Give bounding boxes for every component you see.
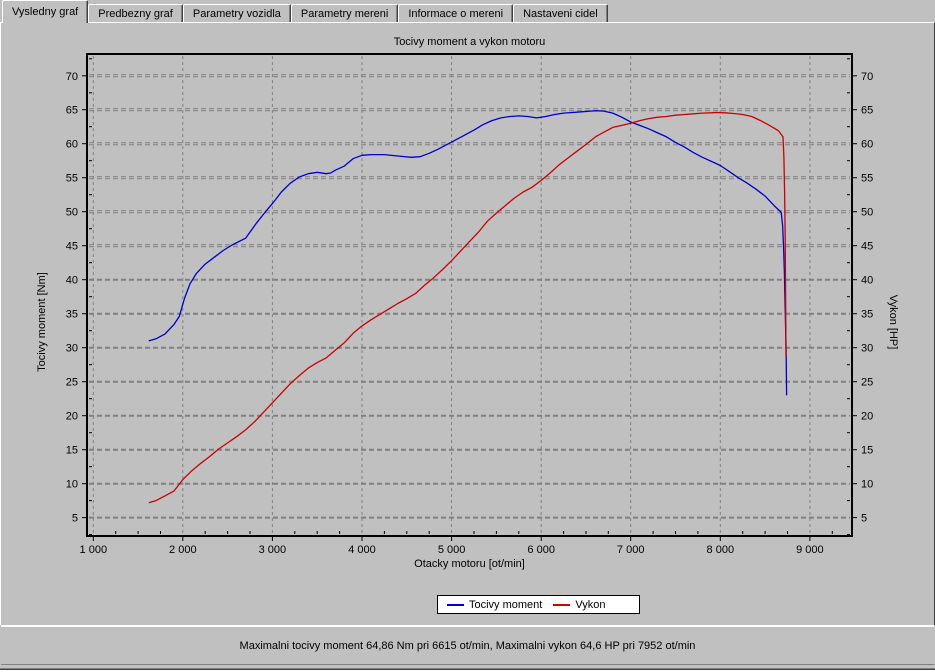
tab-label: Nastaveni cidel bbox=[523, 8, 598, 20]
legend-line-power-icon bbox=[553, 603, 571, 606]
tab-predbezny-graf[interactable]: Predbezny graf bbox=[88, 4, 183, 22]
x-axis-label: Otacky motoru [ot/min] bbox=[414, 558, 525, 570]
tab-nastaveni-cidel[interactable]: Nastaveni cidel bbox=[513, 4, 608, 22]
left-axis-label: Tocivy moment [Nm] bbox=[36, 272, 48, 372]
tab-label: Informace o mereni bbox=[408, 8, 504, 20]
tab-label: Predbezny graf bbox=[98, 8, 173, 20]
legend-line-torque-icon bbox=[447, 603, 464, 606]
tab-bar: Vysledny graf Predbezny graf Parametry v… bbox=[0, 0, 935, 23]
tab-label: Parametry mereni bbox=[300, 8, 389, 20]
status-bar: Maximalni tocivy moment 64,86 Nm pri 661… bbox=[1, 625, 934, 665]
right-axis-label: Vykon [HP] bbox=[887, 294, 899, 350]
tab-informace-o-mereni[interactable]: Informace o mereni bbox=[398, 4, 514, 22]
legend-label-torque: Tocivy moment bbox=[469, 598, 543, 611]
chart-panel bbox=[0, 22, 935, 625]
tab-label: Parametry vozidla bbox=[192, 8, 281, 20]
tab-label: Vysledny graf bbox=[12, 6, 79, 18]
status-text: Maximalni tocivy moment 64,86 Nm pri 661… bbox=[239, 639, 696, 652]
window-bottom-edge bbox=[0, 668, 935, 672]
chart-legend: Tocivy moment Vykon bbox=[437, 595, 640, 614]
tab-vysledny-graf[interactable]: Vysledny graf bbox=[2, 0, 89, 23]
legend-label-power: Vykon bbox=[575, 598, 606, 611]
tab-parametry-mereni[interactable]: Parametry mereni bbox=[290, 4, 399, 22]
chart-title: Tocivy moment a vykon motoru bbox=[393, 36, 546, 48]
tab-parametry-vozidla[interactable]: Parametry vozidla bbox=[182, 4, 291, 22]
